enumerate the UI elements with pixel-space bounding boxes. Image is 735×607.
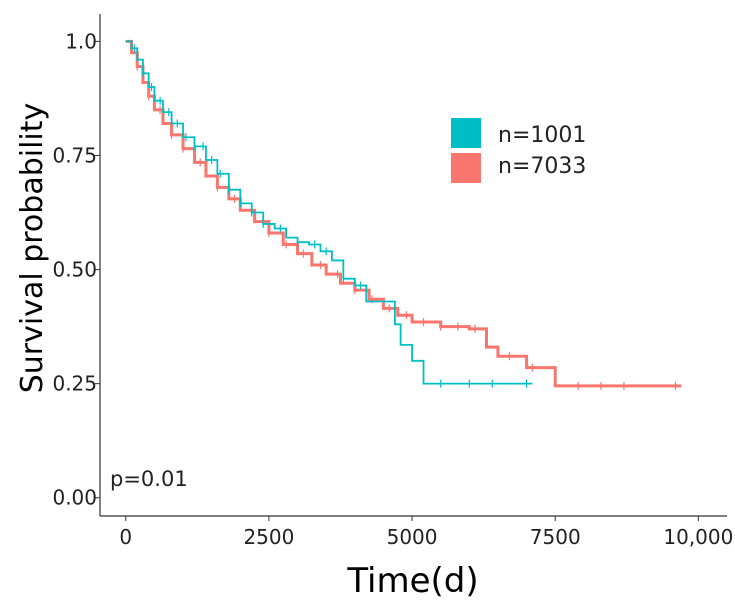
legend: n=1001 n=7033: [451, 118, 586, 183]
x-tick-label: 7500: [530, 525, 581, 549]
y-axis-ticks: 0.00 0.25 0.50 0.75 1.0: [52, 29, 100, 510]
y-tick-label: 0.00: [52, 486, 97, 510]
legend-swatch-series-1: [451, 118, 481, 148]
x-tick-label: 0: [119, 525, 132, 549]
y-tick-label: 0.25: [52, 372, 97, 396]
x-tick-label: 10,000: [663, 525, 733, 549]
x-tick-label: 5000: [387, 525, 438, 549]
legend-swatch-series-2: [451, 153, 481, 183]
y-tick-label: 0.75: [52, 143, 97, 167]
x-tick-label: 2500: [243, 525, 294, 549]
legend-label-series-2: n=7033: [498, 154, 586, 179]
plot-series: [125, 39, 682, 390]
x-axis-title: Time(d): [346, 561, 478, 601]
y-tick-label: 0.50: [52, 258, 97, 282]
survival-curve-series-1: [125, 40, 533, 385]
x-axis-ticks: 0 2500 5000 7500 10,000: [119, 516, 733, 549]
legend-label-series-1: n=1001: [498, 123, 586, 148]
y-axis-title: Survival probability: [15, 103, 50, 394]
p-value-annotation: p=0.01: [110, 467, 188, 491]
y-tick-label: 1.0: [65, 29, 97, 53]
survival-curve-series-2: [125, 39, 682, 388]
